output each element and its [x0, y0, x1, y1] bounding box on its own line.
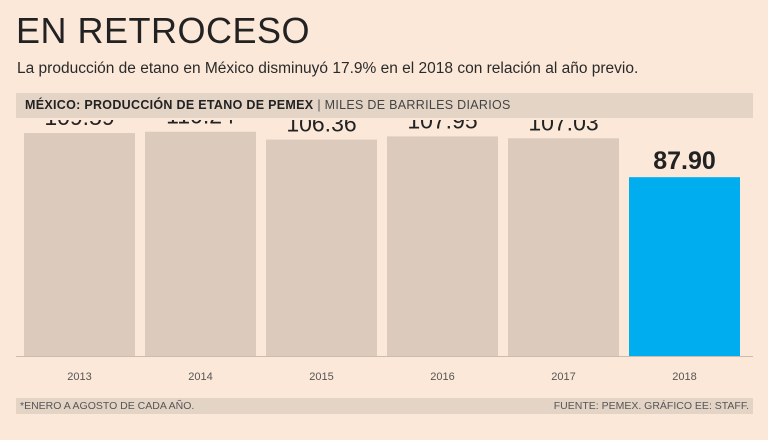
bar-2013 [24, 133, 135, 356]
band-text: MÉXICO: PRODUCCIÓN DE ETANO DE PEMEX | MIL… [25, 98, 511, 112]
chart-title: EN RETROCESO [16, 10, 311, 51]
band-separator: | [317, 98, 321, 112]
value-label-2018: 87.90 [653, 147, 716, 175]
band-title: MÉXICO: PRODUCCIÓN DE ETANO DE PEMEX [25, 98, 314, 112]
value-label-2016: 107.95 [407, 120, 477, 133]
value-label-2017: 107.03 [528, 120, 598, 135]
footer-band: *ENERO A AGOSTO DE CADA AÑO. FUENTE: PEM… [16, 398, 753, 414]
band-unit: MILES DE BARRILES DIARIOS [324, 98, 511, 112]
value-label-2013: 109.59 [44, 120, 114, 130]
bar-2014 [145, 131, 256, 356]
bar-2018 [629, 177, 740, 356]
bar-chart: 109.59 2013 110.24 2014 106.36 2015 107.95 2016… [16, 120, 753, 383]
footer-source: FUENTE: PEMEX. GRÁFICO EE: STAFF. [553, 400, 749, 412]
value-label-2015: 106.36 [286, 120, 356, 137]
x-tick-label-2016: 2016 [430, 371, 454, 383]
x-tick-label-2017: 2017 [551, 371, 575, 383]
value-label-2014: 110.24 [166, 120, 235, 129]
footer-note: *ENERO A AGOSTO DE CADA AÑO. [20, 400, 195, 412]
x-tick-label-2013: 2013 [67, 371, 91, 383]
bar-2016 [387, 136, 498, 356]
chart-header-band: MÉXICO: PRODUCCIÓN DE ETANO DE PEMEX | MIL… [16, 93, 753, 118]
bar-2017 [508, 138, 619, 356]
x-tick-label-2014: 2014 [188, 371, 212, 383]
bar-2015 [266, 139, 377, 356]
x-tick-label-2015: 2015 [309, 371, 333, 383]
x-tick-label-2018: 2018 [672, 371, 696, 383]
chart-subtitle: La producción de etano en México disminu… [17, 60, 639, 77]
